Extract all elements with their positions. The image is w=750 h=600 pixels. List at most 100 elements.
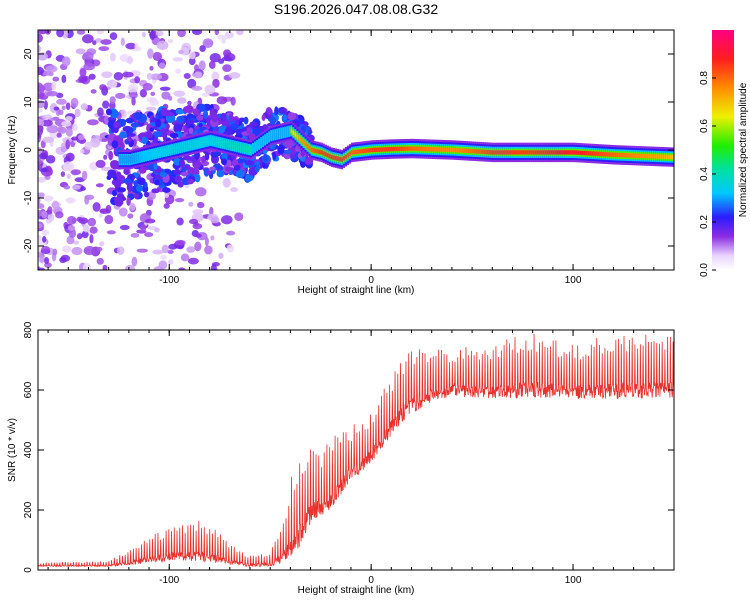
spectrogram-band-cell — [272, 151, 277, 160]
spectrogram-noise-cell — [152, 51, 163, 61]
spectrogram-noise-cell — [226, 230, 236, 236]
spectrogram-noise-cell — [70, 97, 79, 108]
spectrogram-noise-cell — [71, 136, 79, 141]
spectrogram-noise-cell — [193, 71, 203, 79]
spectrogram-ridge-cell — [302, 140, 305, 145]
spectrogram-noise-cell — [73, 240, 80, 245]
spectrogram-noise-cell — [149, 30, 156, 41]
snr-x-tick-label: 0 — [368, 575, 374, 586]
spectrogram-noise-cell — [61, 120, 72, 127]
spectrogram-noise-cell — [119, 224, 130, 231]
spectrogram-ridge-cell — [254, 141, 257, 153]
spectrogram-band-cell — [209, 166, 216, 171]
spectrogram-noise-cell — [83, 245, 96, 256]
spectrogram-ridge-cell — [207, 138, 210, 144]
spectrogram-ridge-cell — [552, 150, 556, 155]
spectrogram-noise-cell — [38, 203, 45, 210]
spectrogram-noise-cell — [104, 115, 110, 125]
spectrogram-ridge-cell — [211, 138, 214, 144]
spectrogram-noise-cell — [167, 95, 173, 101]
spectrogram-ridge-cell — [122, 157, 125, 162]
spectrogram-band-cell — [187, 178, 194, 185]
spectrogram-noise-cell — [146, 72, 153, 80]
spectrogram-ridge-cell — [136, 155, 140, 160]
spectrogram-ridge-cell — [637, 153, 640, 158]
spectrogram-ridge-cell — [669, 154, 673, 160]
spectrogram-noise-cell — [129, 91, 138, 99]
spectrogram-noise-cell — [210, 263, 217, 270]
spectrogram-band-cell — [176, 115, 185, 124]
spectrogram-band-cell — [188, 127, 194, 135]
spectrogram-noise-cell — [172, 57, 184, 62]
spectrogram-ridge-cell — [183, 144, 186, 149]
spectrogram-ridge-cell — [389, 146, 392, 152]
spectrogram-noise-cell — [187, 100, 192, 106]
spectrogram-ridge-cell — [520, 150, 523, 155]
spectrogram-ridge-cell — [655, 154, 659, 159]
spectrogram-noise-cell — [38, 192, 45, 198]
spectrogram-ridge-cell — [336, 156, 340, 161]
spectrogram-noise-cell — [152, 249, 164, 255]
spectrogram-noise-cell — [38, 44, 41, 54]
spectrogram-ridge-cell — [659, 154, 663, 159]
spectrogram-ridge-cell — [300, 138, 303, 143]
spectrogram-noise-cell — [105, 204, 112, 214]
snr-panel: -100 0 100 0 200 400 600 800 Height of straight… — [7, 321, 675, 596]
colorbar-tick-label: 0.4 — [699, 167, 710, 181]
spectrogram-ridge-cell — [383, 147, 386, 152]
spectrogram-ridge-cell — [415, 146, 418, 151]
spectrogram-noise-cell — [65, 116, 73, 122]
spectrogram-ridge-cell — [260, 137, 263, 149]
spectrogram-noise-cell — [211, 71, 220, 81]
spectrogram-band-cell — [114, 179, 122, 189]
spectrogram-ridge-cell — [330, 155, 333, 160]
spectrogram-noise-cell — [210, 235, 215, 241]
spectrogram-band-cell — [211, 112, 219, 123]
spectrogram-ridge-cell — [554, 150, 558, 155]
spectrogram-band-cell — [244, 160, 254, 166]
spectrogram-ridge-cell — [296, 134, 299, 139]
spectrogram-ridge-cell — [157, 150, 160, 156]
spectrogram-noise-cell — [74, 108, 81, 118]
spectrogram-noise-cell — [230, 96, 236, 106]
spectrogram-noise-cell — [90, 89, 97, 94]
spectrogram-ridge-cell — [488, 150, 491, 155]
spectrogram-band-cell — [277, 144, 285, 155]
spectrogram-ridge-cell — [304, 142, 307, 147]
spectrogram-ridge-cell — [334, 156, 337, 161]
spectrogram-ridge-cell — [500, 150, 503, 155]
spectrogram-ridge-cell — [185, 144, 188, 149]
spectrogram-ridge-cell — [308, 145, 311, 151]
spectrogram-band-cell — [261, 114, 266, 121]
spectrogram-noise-cell — [76, 216, 83, 222]
spectrogram-noise-cell — [160, 254, 167, 260]
spectrogram-ridge-cell — [342, 156, 346, 161]
spectrogram-noise-cell — [65, 127, 73, 137]
spectrogram-noise-cell — [220, 215, 233, 225]
spectrogram-ridge-cell — [605, 152, 608, 157]
spectrogram-band-cell — [111, 140, 119, 149]
spectrogram-noise-cell — [156, 40, 169, 51]
spectrogram-noise-cell — [109, 52, 116, 62]
spectrogram-noise-cell — [38, 125, 44, 132]
spectrogram-noise-cell — [188, 218, 198, 225]
spectrogram-noise-cell — [124, 264, 136, 270]
spectrogram-ridge-cell — [280, 127, 283, 139]
spectrogram-ridge-cell — [399, 146, 402, 152]
spectrogram-ridge-cell — [653, 154, 657, 159]
spectrogram-band-cell — [221, 158, 228, 166]
spectrogram-ridge-cell — [540, 150, 543, 155]
spectrogram-ridge-cell — [177, 145, 180, 151]
spectrogram-noise-cell — [204, 236, 209, 247]
spectrogram-ridge-cell — [344, 154, 348, 159]
spectrogram-band-cell — [254, 161, 260, 167]
spectrogram-noise-cell — [155, 30, 164, 37]
spectrogram-ridge-cell — [597, 151, 600, 156]
spectrogram-ridge-cell — [435, 147, 438, 152]
spectrogram-noise-cell — [52, 248, 58, 256]
spectrogram-ridge-cell — [350, 150, 354, 155]
spectrogram-noise-cell — [57, 126, 67, 134]
spectrogram-noise-cell — [154, 227, 160, 233]
spectrogram-ridge-cell — [510, 150, 513, 155]
